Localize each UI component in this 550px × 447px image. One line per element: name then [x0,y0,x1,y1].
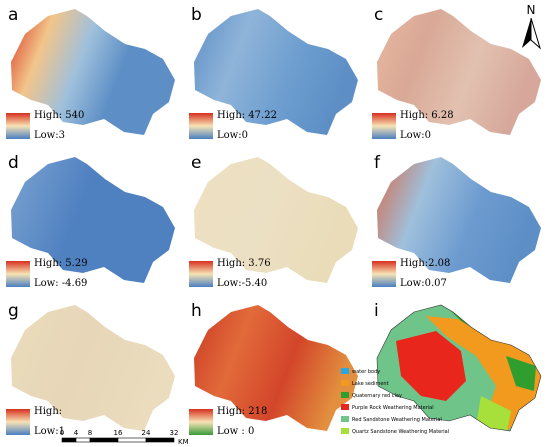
scale-segment [75,437,91,443]
scale-segment [117,437,147,443]
class-label: Lake sediment [352,381,389,387]
legend-high: High: 47.22 [217,110,277,121]
legend-ramp [6,113,30,139]
legend-ramp [372,261,396,287]
map [11,157,175,283]
letter: f [374,153,381,173]
legend-low: Low:0.07 [400,278,447,289]
map [194,305,358,431]
map [377,157,541,283]
panel: High: 540 Low:3 a [6,5,175,141]
class-swatch [341,416,349,422]
legend-low: Low:-5.40 [217,278,267,289]
scale-segment [89,437,119,443]
panel: High: 47.22 Low:0 b [189,5,358,141]
legend-high: High: 3.76 [217,258,271,269]
panel: High: 3.76 Low:-5.40 e [189,153,358,289]
legend-ramp [6,409,30,435]
panel: High: 5.29 Low: -4.69 d [6,153,175,289]
map [194,157,358,283]
scale-tick: 32 [170,429,179,437]
legend-high: High: 218 [217,406,267,417]
legend-low: Low:3 [34,130,65,141]
arrow-left [522,18,531,48]
legend-ramp [6,261,30,287]
panel: High:2.08 Low:0.07 f [372,153,541,289]
class-label: Quaternary red clay [352,393,402,399]
map [194,9,358,135]
legend-ramp [189,261,213,287]
scale-segment [61,437,77,443]
panel: i water body Lake sediment Quaternary red c… [341,301,542,435]
panel: High: 218 Low : 0 h [189,301,358,437]
legend-low: Low:0 [217,130,248,141]
legend-low: Low: -4.69 [34,278,87,289]
legend-high: High: [34,406,62,417]
arrow-right [530,17,541,50]
legend-low: Low : 0 [217,426,254,437]
scale-segment [145,437,175,443]
north-label: N [527,3,536,17]
legend-high: High: 540 [34,110,84,121]
map-outline [376,304,542,432]
letter: a [8,5,18,25]
class-swatch [341,380,349,386]
scale-tick: 4 [74,429,79,437]
legend-high: High: 6.28 [400,110,454,121]
class-label: Purple Rock Weathering Material [352,405,434,411]
letter: h [191,301,202,321]
class-swatch [341,404,349,410]
legend-ramp [372,113,396,139]
letter: g [8,301,19,321]
panel: High: Low:1 g [6,301,175,437]
legend-ramp [189,409,213,435]
letter: d [8,153,19,173]
class-label: Red Sandstone Weathering Material [352,417,442,423]
scale-tick: 24 [142,429,151,437]
legend-low: Low:1 [34,426,65,437]
class-swatch [341,428,349,434]
map [377,9,541,135]
scale-tick: 8 [88,429,92,437]
legend-low: Low:0 [400,130,431,141]
north-arrow: N [522,3,541,50]
class-swatch [341,368,349,374]
map [11,305,175,431]
letter: e [191,153,201,173]
letter: b [191,5,202,25]
scale-tick: 16 [114,429,123,437]
legend-high: High:2.08 [400,258,450,269]
legend-high: High: 5.29 [34,258,88,269]
letter: i [374,301,379,321]
class-swatch [341,392,349,398]
scale-tick: 0 [60,429,64,437]
class-label: water body [352,369,380,375]
scale-unit: KM [178,438,189,446]
legend-ramp [189,113,213,139]
panel: High: 6.28 Low:0 c [372,5,541,141]
class-label: Quartz Sandstone Weathering Material [352,429,449,435]
letter: c [374,5,383,25]
map [11,9,175,135]
